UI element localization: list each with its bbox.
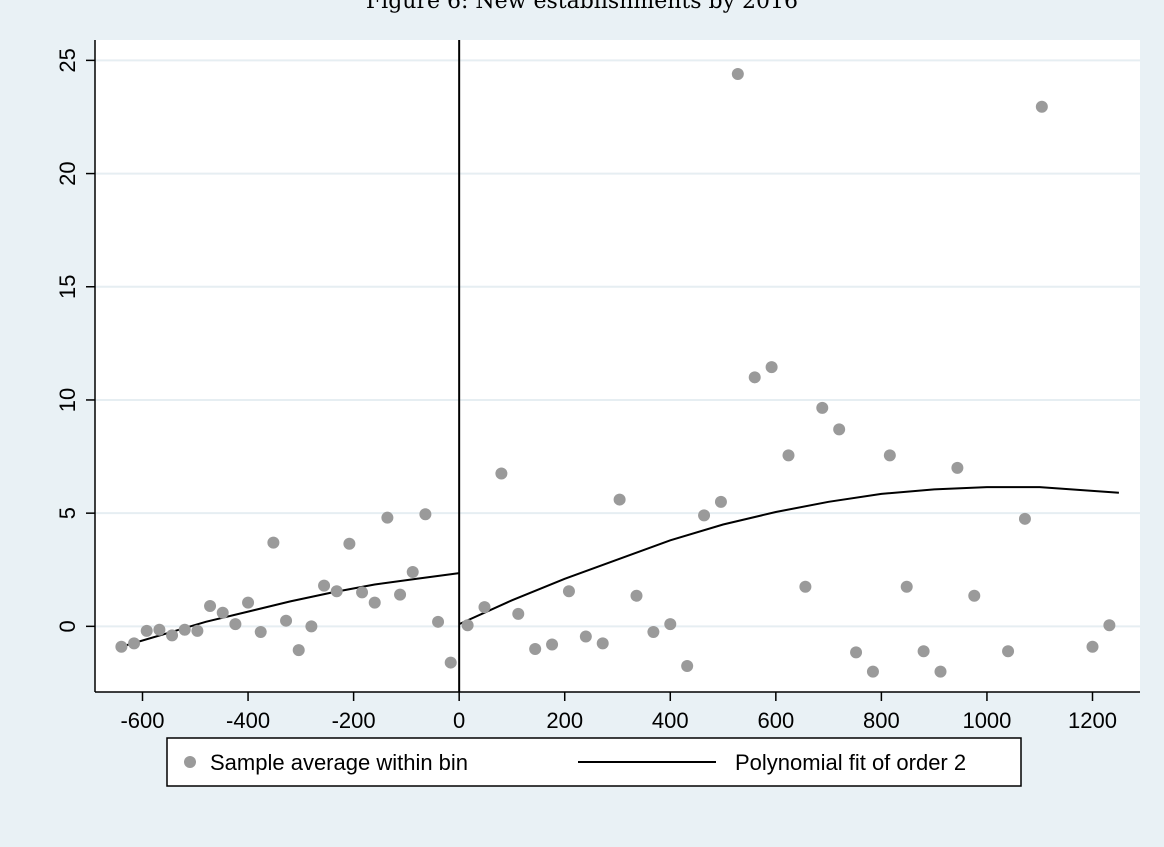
x-axis-ticks: -600 -400 -200 0 200 400 600 800 1000 1200 bbox=[120, 692, 1117, 733]
data-point bbox=[229, 618, 242, 631]
data-point bbox=[546, 638, 559, 651]
x-tick-label: 1000 bbox=[962, 708, 1011, 733]
x-tick-label: 0 bbox=[453, 708, 465, 733]
data-point bbox=[254, 626, 267, 639]
legend-marker-points bbox=[184, 756, 196, 768]
x-tick-label: 1200 bbox=[1068, 708, 1117, 733]
data-point bbox=[596, 637, 609, 650]
data-point bbox=[630, 589, 643, 602]
data-point bbox=[816, 401, 829, 414]
x-tick-label: 800 bbox=[863, 708, 900, 733]
data-point bbox=[267, 536, 280, 549]
data-point bbox=[579, 630, 592, 643]
data-point bbox=[883, 449, 896, 462]
x-tick-label: -600 bbox=[120, 708, 164, 733]
data-point bbox=[381, 511, 394, 524]
data-point bbox=[128, 637, 141, 650]
data-point bbox=[698, 509, 711, 522]
data-point bbox=[242, 596, 255, 609]
fit-line-segment bbox=[458, 486, 1119, 626]
data-point bbox=[305, 620, 318, 633]
data-point bbox=[900, 580, 913, 593]
data-point bbox=[951, 461, 964, 474]
data-point bbox=[613, 493, 626, 506]
data-point bbox=[461, 619, 474, 632]
data-point bbox=[529, 642, 542, 655]
chart-title: Figure 6: New establishments by 2016 bbox=[366, 0, 798, 14]
y-tick-label: 25 bbox=[55, 48, 80, 72]
x-tick-label: -200 bbox=[332, 708, 376, 733]
legend: Sample average within bin Polynomial fit… bbox=[166, 737, 1022, 787]
data-point bbox=[406, 566, 419, 579]
data-point bbox=[140, 624, 153, 637]
data-point bbox=[292, 644, 305, 657]
data-point bbox=[664, 618, 677, 631]
data-point bbox=[765, 361, 778, 374]
y-tick-label: 10 bbox=[55, 388, 80, 412]
x-tick-label: 600 bbox=[757, 708, 794, 733]
data-point bbox=[850, 646, 863, 659]
data-point bbox=[748, 371, 761, 384]
y-tick-label: 15 bbox=[55, 275, 80, 299]
y-tick-label: 20 bbox=[55, 161, 80, 185]
data-point bbox=[714, 495, 727, 508]
data-point bbox=[917, 645, 930, 658]
data-point bbox=[782, 449, 795, 462]
data-point bbox=[1002, 645, 1015, 658]
data-point bbox=[178, 623, 191, 636]
legend-label-fit: Polynomial fit of order 2 bbox=[735, 750, 966, 775]
gridlines bbox=[95, 59, 1140, 628]
data-point bbox=[330, 585, 343, 598]
data-point bbox=[512, 607, 525, 620]
data-point bbox=[432, 615, 445, 628]
data-point bbox=[1035, 100, 1048, 113]
data-point bbox=[115, 640, 128, 653]
data-point bbox=[495, 467, 508, 480]
data-point bbox=[833, 423, 846, 436]
data-point bbox=[968, 589, 981, 602]
axes bbox=[94, 40, 1140, 693]
data-point bbox=[343, 537, 356, 550]
data-point bbox=[681, 659, 694, 672]
data-point bbox=[394, 588, 407, 601]
data-point bbox=[444, 656, 457, 669]
data-point bbox=[356, 586, 369, 599]
data-point bbox=[799, 580, 812, 593]
y-tick-label: 0 bbox=[55, 620, 80, 632]
x-tick-label: -400 bbox=[226, 708, 270, 733]
fit-lines bbox=[121, 486, 1119, 648]
scatter-points bbox=[115, 67, 1116, 678]
data-point bbox=[216, 606, 229, 619]
data-point bbox=[191, 624, 204, 637]
data-point bbox=[562, 585, 575, 598]
plot-area bbox=[95, 40, 1140, 692]
data-point bbox=[1086, 640, 1099, 653]
fit-line-segment bbox=[121, 572, 460, 648]
data-point bbox=[153, 623, 166, 636]
y-axis-ticks: 0 5 10 15 20 25 bbox=[55, 48, 95, 632]
data-point bbox=[318, 579, 331, 592]
data-point bbox=[419, 508, 432, 521]
y-tick-label: 5 bbox=[55, 507, 80, 519]
data-point bbox=[1018, 512, 1031, 525]
data-point bbox=[731, 67, 744, 80]
x-tick-label: 200 bbox=[546, 708, 583, 733]
data-point bbox=[1103, 619, 1116, 632]
data-point bbox=[647, 626, 660, 639]
data-point bbox=[934, 665, 947, 678]
legend-label-points: Sample average within bin bbox=[210, 750, 468, 775]
data-point bbox=[368, 596, 381, 609]
x-tick-label: 400 bbox=[652, 708, 689, 733]
data-point bbox=[166, 629, 179, 642]
data-point bbox=[280, 614, 293, 627]
data-point bbox=[866, 665, 879, 678]
data-point bbox=[204, 599, 217, 612]
data-point bbox=[478, 601, 491, 614]
